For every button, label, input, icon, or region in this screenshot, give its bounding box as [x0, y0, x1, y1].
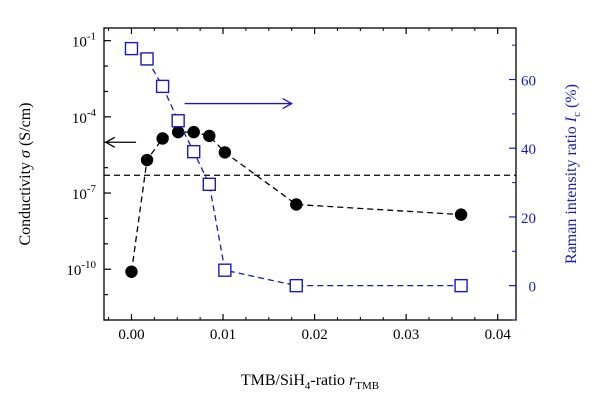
x-tick-label: 0.02 — [301, 327, 327, 343]
conductivity-point — [454, 208, 468, 221]
conductivity-point — [125, 265, 138, 278]
raman-point — [202, 177, 216, 192]
y-left-tick-label: 10-4 — [72, 107, 97, 127]
raman-point — [171, 114, 185, 128]
annotation-layer — [104, 98, 294, 148]
y-left-tick-label: 10-1 — [72, 31, 96, 51]
y-right-tick-label: 60 — [521, 74, 536, 90]
y-right-tick-label: 0 — [529, 280, 537, 296]
plot-frame — [103, 27, 517, 321]
x-tick-label: 0.03 — [393, 327, 419, 343]
axis-layer: 0.00 0.01 0.02 0.03 0.0410-1010-710-410-1020… — [66, 28, 536, 343]
raman-point — [218, 263, 232, 277]
x-axis-label: TMB/SiH4-ratio rTMB — [241, 372, 379, 392]
x-tick-label: 0.00 — [118, 327, 144, 343]
y-left-axis-label: Conductivity σ (S/cm) — [17, 103, 34, 246]
raman-point — [124, 41, 139, 56]
conductivity-point — [140, 153, 154, 167]
raman-point — [289, 278, 303, 293]
y-right-axis-label: Raman intensity ratio Ic (%) — [563, 84, 583, 264]
y-right-tick-label: 40 — [521, 142, 536, 158]
conductivity-point — [156, 132, 169, 145]
x-tick-label: 0.01 — [210, 327, 236, 343]
conductivity-point — [171, 125, 185, 139]
series-layer — [124, 41, 468, 293]
raman-point — [454, 278, 468, 293]
raman-line — [131, 48, 462, 287]
conductivity-point — [290, 198, 303, 211]
x-tick-label: 0.04 — [485, 327, 512, 343]
raman-point — [140, 52, 154, 66]
conductivity-point — [187, 125, 200, 139]
y-right-tick-label: 20 — [521, 211, 536, 227]
conductivity-point — [203, 129, 216, 143]
raman-point — [155, 79, 170, 94]
arrow-right-head — [282, 98, 294, 110]
raman-point — [187, 144, 201, 159]
conductivity-point — [218, 146, 232, 159]
y-left-tick-label: 10-10 — [66, 259, 96, 279]
y-left-tick-label: 10-7 — [72, 183, 97, 203]
